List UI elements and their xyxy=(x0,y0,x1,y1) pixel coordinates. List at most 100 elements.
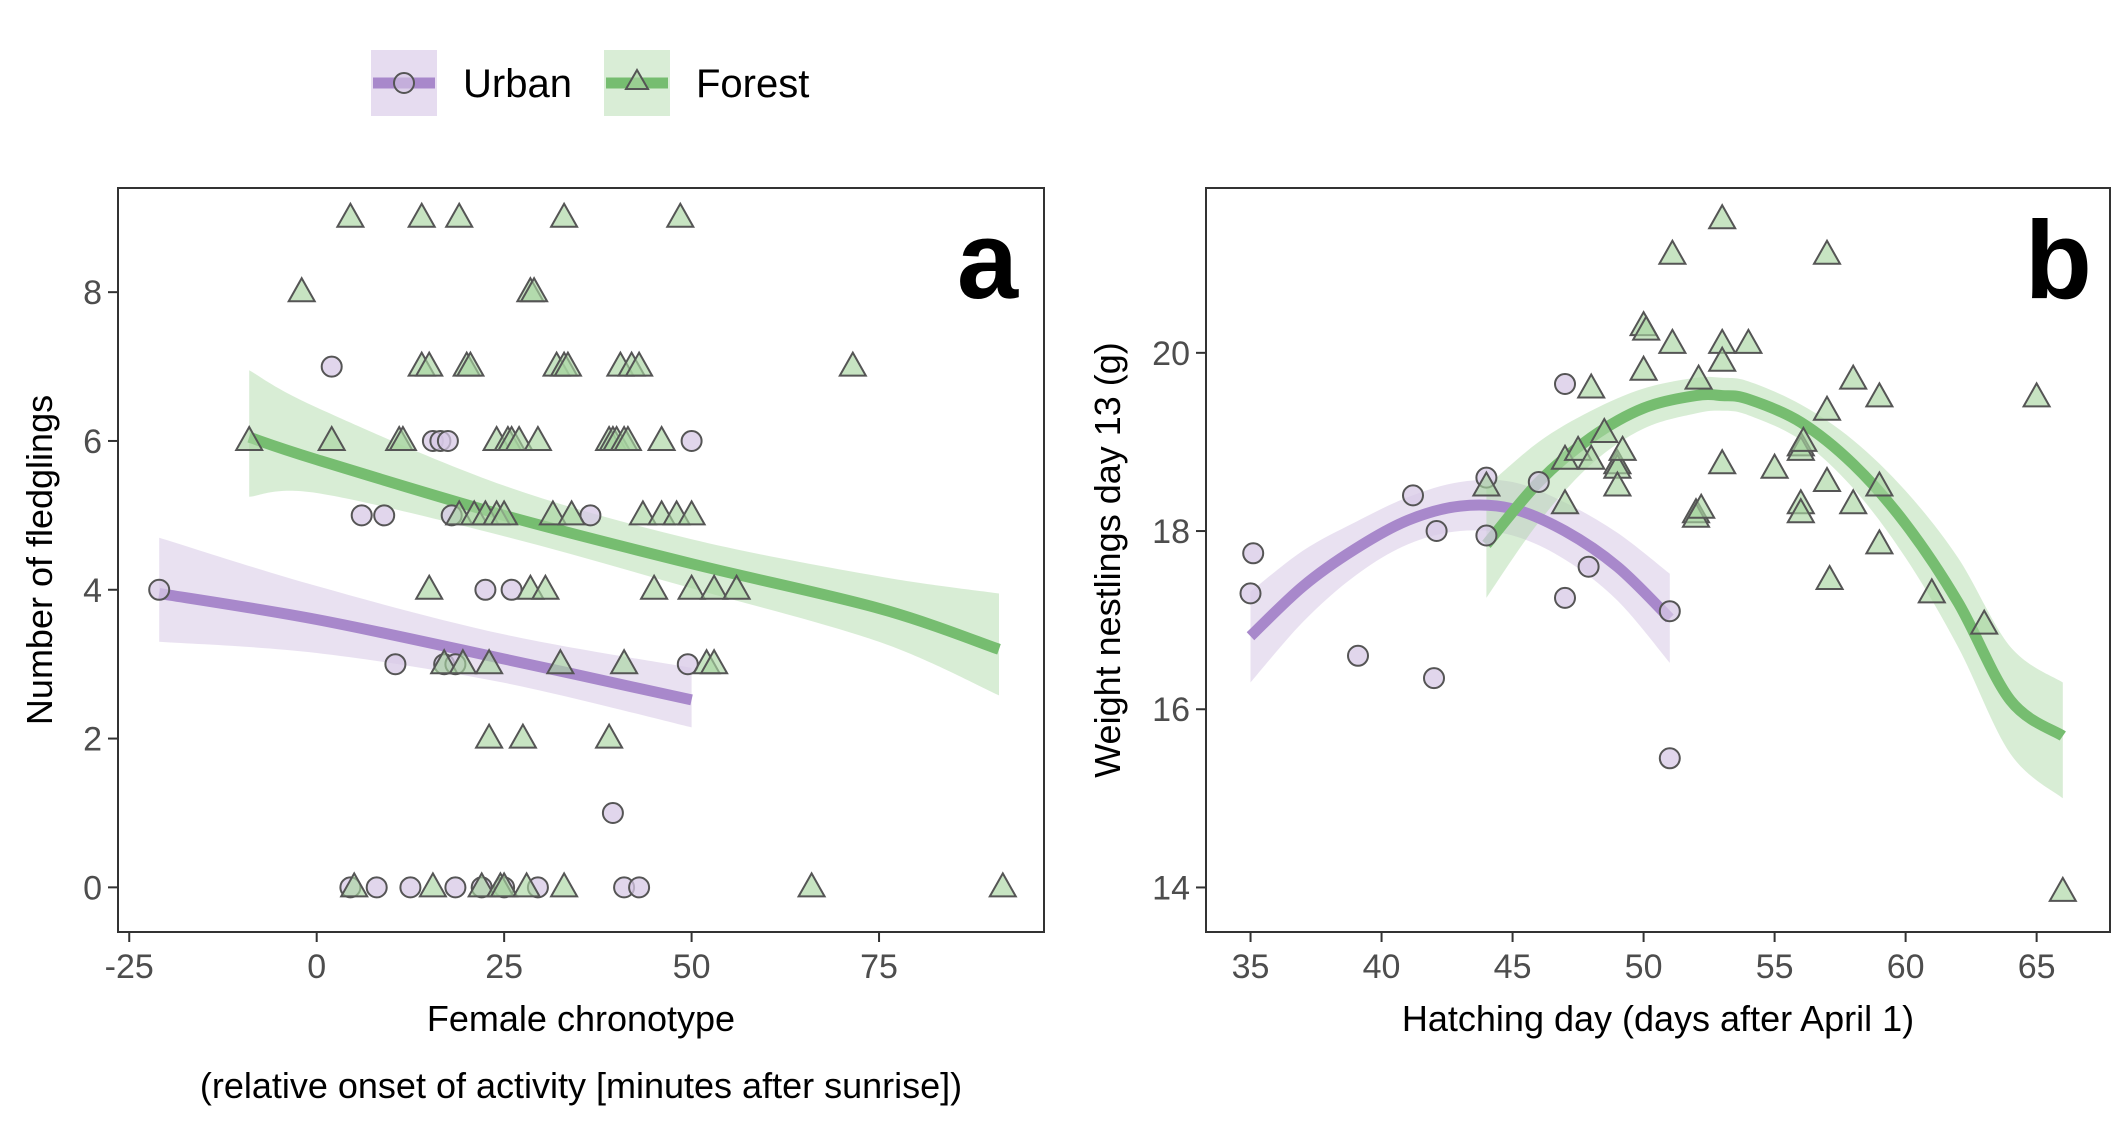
panel-a-forest-point xyxy=(549,201,579,228)
legend-label-forest: Forest xyxy=(696,62,809,106)
panel-a-points xyxy=(148,201,1018,899)
panel-a-forest-point xyxy=(624,350,654,377)
panel-b-xtick-label: 50 xyxy=(1625,948,1663,986)
panel-b-forest-point xyxy=(1838,488,1868,515)
panel-b-forest-point xyxy=(1576,443,1606,470)
panel-b-forest-point xyxy=(1733,327,1764,354)
panel-a-forest-point xyxy=(474,648,504,675)
panel-b-urban-point xyxy=(1577,555,1600,578)
panel-a-forest-point xyxy=(339,871,369,898)
panel-b-xlabel: Hatching day (days after April 1) xyxy=(1402,998,1914,1039)
panel-b: 35 40 45 50 55 60 65 14 16 18 20 b Hatching day (… xyxy=(1087,187,2111,1039)
panel-a-forest-point xyxy=(504,424,534,451)
panel-a-forest-point xyxy=(538,499,568,526)
panel-b-xtick-label: 35 xyxy=(1232,948,1270,986)
panel-a-forest-point xyxy=(523,424,553,451)
panel-b-xtick-label: 40 xyxy=(1363,948,1401,986)
panel-b-forest-point xyxy=(1786,497,1816,524)
legend: Urban Forest xyxy=(371,50,809,116)
panel-b-urban-point xyxy=(1554,586,1576,609)
panel-a-urban-point xyxy=(601,802,624,824)
panel-b-forest-point xyxy=(1683,363,1714,390)
legend-key-urban-marker xyxy=(393,72,415,94)
panel-b-forest-point xyxy=(1707,203,1737,230)
panel-b-forest-point xyxy=(1707,345,1737,372)
panel-a-forest-point xyxy=(549,871,579,898)
panel-b-forest-point xyxy=(1550,488,1580,515)
panel-b-forest-point xyxy=(2021,381,2052,408)
panel-a-forest-point xyxy=(676,573,707,600)
panel-a-forest-point xyxy=(796,871,827,898)
panel-a-ytick-label: 4 xyxy=(83,572,102,610)
panel-a-urban-point xyxy=(444,876,467,899)
panel-a-forest-point xyxy=(414,350,444,377)
panel-b-forest-point xyxy=(1589,416,1620,443)
panel-b-forest-point xyxy=(2048,875,2078,902)
panel-a: -25 0 25 50 75 0 2 4 6 8 a Female chronotype (re… xyxy=(19,187,1045,1106)
panel-b-urban-point xyxy=(1423,667,1445,690)
panel-a-xtick-label: 25 xyxy=(485,948,523,986)
panel-b-forest-point xyxy=(1864,470,1895,497)
panel-a-forest-point xyxy=(448,648,478,675)
panel-a-forest-point xyxy=(594,722,624,749)
panel-b-forest-point xyxy=(1864,381,1895,408)
panel-b-forest-point xyxy=(1838,363,1868,390)
panel-a-forest-point xyxy=(388,424,418,451)
panel-b-urban-point xyxy=(1347,644,1369,667)
panel-a-urban-point xyxy=(399,876,422,899)
panel-a-forest-point xyxy=(489,871,519,898)
panel-a-forest-point xyxy=(553,350,583,377)
panel-a-urban-point xyxy=(365,876,388,899)
panel-b-urban-point xyxy=(1239,582,1262,605)
panel-a-forest-point xyxy=(466,871,497,898)
panel-a-forest-point xyxy=(646,424,677,451)
panel-b-forest-point xyxy=(1607,434,1638,461)
panel-b-forest-point xyxy=(1602,470,1633,497)
panel-a-forest-point xyxy=(489,499,519,526)
panel-a-forest-point xyxy=(721,573,752,600)
panel-a-forest-point xyxy=(511,871,542,898)
panel-b-xtick-label: 55 xyxy=(1756,948,1794,986)
panel-a-ylabel: Number of fledglings xyxy=(19,395,60,725)
panel-a-forest-ci-band xyxy=(249,370,999,696)
panel-a-forest-point xyxy=(665,201,696,228)
panel-a-urban-fit-line xyxy=(158,588,693,706)
panel-a-forest-fit-line xyxy=(247,431,1001,655)
panel-a-forest-point xyxy=(455,350,486,377)
panel-a-forest-point xyxy=(639,573,669,600)
panel-a-urban-point xyxy=(350,504,373,527)
panel-a-urban-point xyxy=(628,876,651,899)
legend-key-forest-marker xyxy=(624,68,650,90)
panel-b-ylabel: Weight nestlings day 13 (g) xyxy=(1087,342,1128,778)
panel-b-lines xyxy=(1246,389,2066,741)
panel-a-ytick-label: 6 xyxy=(83,423,102,461)
panel-b-forest-point xyxy=(1864,528,1895,555)
panel-b-forest-point xyxy=(1707,448,1737,475)
panel-a-forest-point xyxy=(530,573,561,600)
panel-a-ytick-label: 0 xyxy=(83,869,102,907)
panel-b-urban-point xyxy=(1242,542,1265,565)
panel-b-urban-point xyxy=(1402,484,1424,507)
panel-a-xtick-label: 75 xyxy=(860,948,898,986)
panel-b-bands xyxy=(1250,376,2063,799)
panel-a-forest-point xyxy=(335,201,366,228)
panel-b-forest-point xyxy=(1631,314,1661,341)
panel-a-yticks: 0 2 4 6 8 xyxy=(83,274,118,907)
panel-a-forest-point xyxy=(676,499,707,526)
panel-a-lines xyxy=(158,431,1001,706)
panel-a-xtick-label: -25 xyxy=(105,948,154,986)
panel-a-urban-point xyxy=(474,578,497,601)
legend-label-urban: Urban xyxy=(463,62,572,106)
panel-b-urban-fit-line xyxy=(1246,499,1674,641)
panel-b-xticks: 35 40 45 50 55 60 65 xyxy=(1232,932,2056,986)
panel-b-xtick-label: 60 xyxy=(1887,948,1925,986)
panel-a-forest-point xyxy=(609,648,639,675)
panel-a-urban-point xyxy=(436,430,459,452)
panel-b-xtick-label: 65 xyxy=(2018,948,2056,986)
panel-b-forest-point xyxy=(1812,394,1842,421)
panel-b-ytick-label: 14 xyxy=(1152,869,1190,907)
panel-a-forest-point xyxy=(444,201,474,228)
panel-b-forest-point xyxy=(1814,563,1845,590)
panel-a-forest-point xyxy=(508,722,538,749)
panel-b-forest-point xyxy=(1576,372,1606,399)
